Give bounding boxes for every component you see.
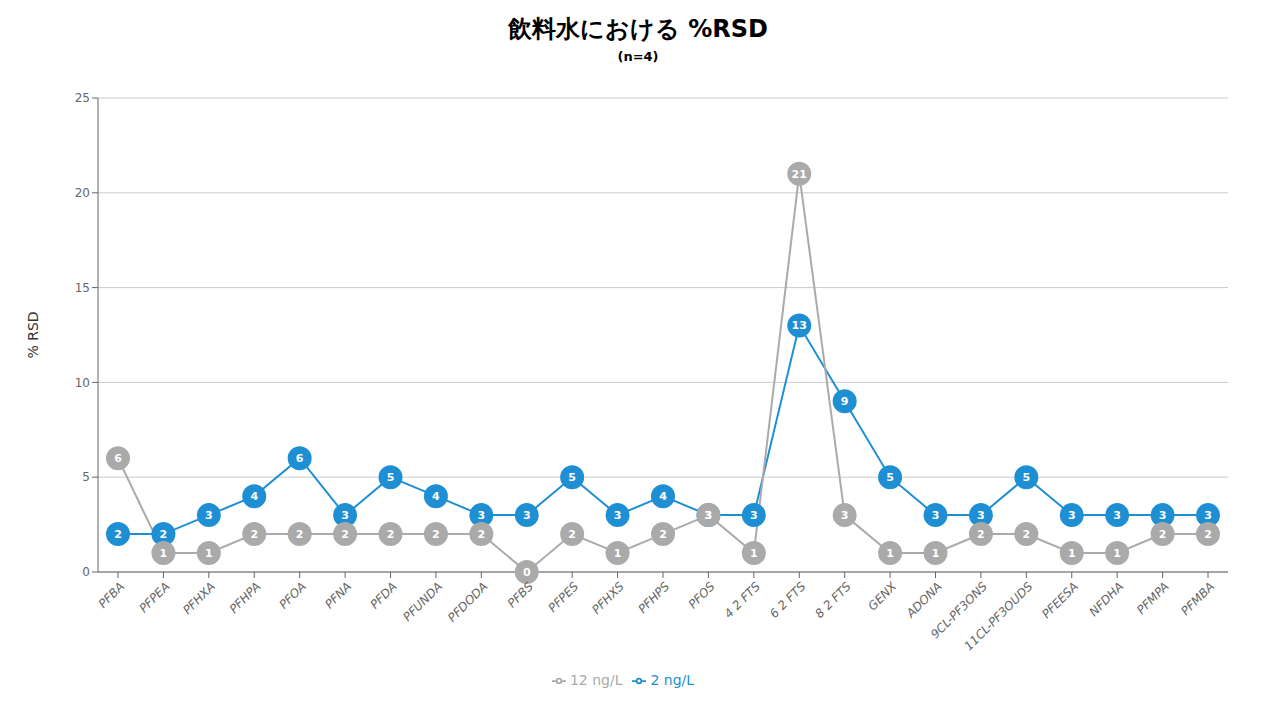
svg-text:PFBA: PFBA	[96, 579, 128, 611]
svg-text:3: 3	[705, 509, 713, 522]
svg-text:1: 1	[1113, 547, 1121, 560]
svg-text:4: 4	[250, 490, 258, 503]
svg-text:PFMPA: PFMPA	[1134, 579, 1172, 617]
html-text:12 ng/L: 12 ng/L	[569, 672, 623, 688]
svg-text:20: 20	[75, 186, 90, 200]
svg-text:PFUNDA: PFUNDA	[400, 579, 445, 624]
svg-text:3: 3	[523, 509, 531, 522]
svg-text:3: 3	[705, 509, 713, 522]
svg-text:PFHPA: PFHPA	[227, 579, 264, 616]
svg-text:2: 2	[160, 528, 168, 541]
svg-text:% RSD: % RSD	[25, 311, 41, 358]
svg-text:2: 2	[341, 528, 349, 541]
svg-text:PFPES: PFPES	[546, 579, 582, 615]
svg-text:3: 3	[1113, 509, 1121, 522]
svg-text:PFEESA: PFEESA	[1039, 579, 1081, 621]
svg-text:PFHPS: PFHPS	[635, 579, 672, 616]
svg-text:9CL-PF3ONS: 9CL-PF3ONS	[927, 579, 991, 642]
svg-text:2: 2	[659, 528, 667, 541]
svg-text:3: 3	[932, 509, 940, 522]
svg-text:0: 0	[82, 565, 90, 579]
svg-text:2: 2	[568, 528, 576, 541]
svg-text:9: 9	[841, 395, 849, 408]
svg-text:8 2 FTS: 8 2 FTS	[812, 579, 854, 621]
svg-text:3: 3	[341, 509, 349, 522]
svg-text:NFDHA: NFDHA	[1087, 579, 1127, 619]
svg-text:3: 3	[977, 509, 985, 522]
svg-text:2: 2	[1159, 528, 1167, 541]
svg-text:5: 5	[1023, 471, 1031, 484]
svg-text:4: 4	[432, 490, 440, 503]
svg-text:2: 2	[296, 528, 304, 541]
svg-text:PFNA: PFNA	[322, 579, 354, 611]
svg-text:2: 2	[1204, 528, 1212, 541]
html-text:飲料水における %RSD: 飲料水における %RSD	[508, 15, 768, 43]
svg-text:PFHXA: PFHXA	[180, 579, 218, 617]
svg-text:4 2 FTS: 4 2 FTS	[721, 579, 763, 621]
svg-text:PFDA: PFDA	[367, 579, 399, 611]
svg-text:ADONA: ADONA	[903, 579, 945, 621]
svg-text:5: 5	[886, 471, 894, 484]
html-text:(n=4): (n=4)	[617, 49, 659, 64]
svg-text:25: 25	[75, 91, 90, 105]
svg-text:3: 3	[1068, 509, 1076, 522]
svg-text:1: 1	[932, 547, 940, 560]
svg-text:PFMBA: PFMBA	[1178, 579, 1217, 618]
svg-text:2: 2	[977, 528, 985, 541]
svg-text:GENX: GENX	[865, 579, 900, 614]
svg-text:13: 13	[792, 319, 807, 332]
svg-text:1: 1	[614, 547, 622, 560]
svg-text:2: 2	[432, 528, 440, 541]
svg-text:1: 1	[750, 547, 758, 560]
svg-text:2: 2	[1023, 528, 1031, 541]
svg-text:2: 2	[114, 528, 122, 541]
svg-text:6: 6	[296, 452, 304, 465]
html-text:2 ng/L: 2 ng/L	[650, 672, 695, 688]
svg-text:PFOA: PFOA	[276, 579, 308, 611]
svg-text:2: 2	[478, 528, 486, 541]
svg-text:2: 2	[387, 528, 395, 541]
svg-text:3: 3	[478, 509, 486, 522]
svg-text:5: 5	[82, 470, 90, 484]
svg-text:5: 5	[387, 471, 395, 484]
svg-text:1: 1	[160, 547, 168, 560]
svg-text:PFHXS: PFHXS	[589, 579, 627, 617]
svg-text:4: 4	[659, 490, 667, 503]
svg-text:15: 15	[75, 281, 90, 295]
svg-text:21: 21	[792, 168, 807, 181]
svg-text:3: 3	[205, 509, 213, 522]
svg-text:10: 10	[75, 376, 90, 390]
svg-text:3: 3	[614, 509, 622, 522]
svg-text:11CL-PF3OUDS: 11CL-PF3OUDS	[962, 579, 1036, 653]
svg-text:6 2 FTS: 6 2 FTS	[767, 579, 809, 621]
svg-text:PFPEA: PFPEA	[136, 579, 172, 615]
svg-text:PFDODA: PFDODA	[445, 579, 490, 624]
svg-text:3: 3	[1204, 509, 1212, 522]
svg-text:1: 1	[886, 547, 894, 560]
svg-text:3: 3	[750, 509, 758, 522]
svg-text:0: 0	[523, 566, 531, 579]
svg-text:2: 2	[250, 528, 258, 541]
svg-text:PFBS: PFBS	[505, 579, 536, 610]
svg-text:1: 1	[205, 547, 213, 560]
svg-text:6: 6	[114, 452, 122, 465]
svg-text:3: 3	[1159, 509, 1167, 522]
svg-text:5: 5	[568, 471, 576, 484]
svg-text:1: 1	[1068, 547, 1076, 560]
svg-text:PFOS: PFOS	[686, 579, 718, 611]
svg-text:3: 3	[841, 509, 849, 522]
